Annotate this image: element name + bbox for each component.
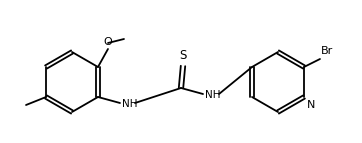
Text: S: S [179, 49, 187, 62]
Text: Br: Br [321, 46, 333, 56]
Text: NH: NH [205, 90, 220, 100]
Text: O: O [104, 37, 112, 47]
Text: N: N [307, 100, 315, 110]
Text: NH: NH [122, 99, 138, 109]
